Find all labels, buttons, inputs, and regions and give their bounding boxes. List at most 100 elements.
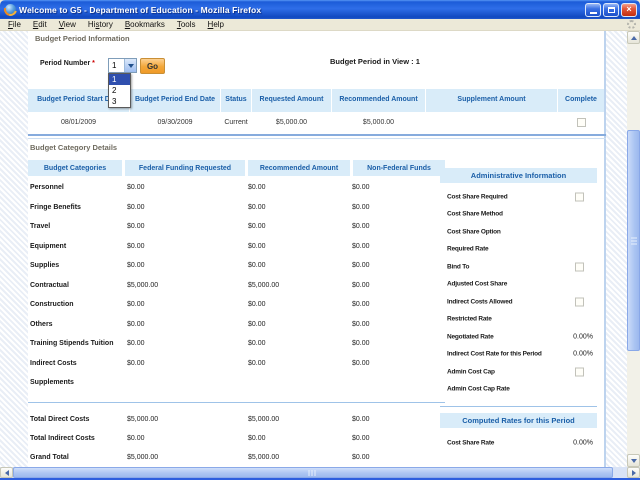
category-row-others: Others $0.00 $0.00 $0.00	[28, 315, 445, 335]
admin-row-cost-share-required: Cost Share Required	[440, 188, 597, 206]
admin-label: Cost Share Method	[447, 210, 503, 218]
admin-value: 0.00%	[573, 350, 593, 358]
period-number-label-text: Period Number	[40, 60, 91, 67]
admin-row-negotiated-rate: Negotiated Rate 0.00%	[440, 328, 597, 346]
restore-button[interactable]	[603, 2, 619, 17]
period-supplement-amount	[426, 112, 557, 132]
period-recommended-amount: $5,000.00	[362, 118, 395, 126]
non-federal-funds-value: $0.00	[352, 340, 370, 348]
period-table-header-row: Budget Period Start Date Budget Period En…	[28, 89, 606, 112]
window-bottom-border	[0, 478, 640, 480]
scroll-right-button[interactable]	[627, 467, 640, 478]
select-option-2[interactable]: 2	[112, 86, 117, 95]
period-column-header-requested-amount: Requested Amount	[252, 89, 331, 112]
arrow-up-icon	[630, 35, 637, 40]
arrow-down-icon	[630, 458, 637, 463]
category-label: Supplies	[30, 262, 60, 270]
category-label: Total Direct Costs	[30, 415, 90, 423]
recommended-amount-value: $0.00	[248, 184, 266, 192]
recommended-amount-value: $0.00	[248, 320, 266, 328]
menu-edit[interactable]: Edit	[32, 20, 47, 29]
category-row-indirect-costs: Indirect Costs $0.00 $0.00 $0.00	[28, 354, 445, 374]
select-option-1[interactable]: 1	[109, 74, 130, 85]
category-label: Supplements	[30, 379, 74, 387]
admin-cost-cap-checkbox[interactable]	[575, 367, 584, 377]
vertical-scrollbar-thumb[interactable]	[627, 130, 640, 351]
firefox-icon	[5, 4, 16, 15]
cost-share-required-checkbox[interactable]	[575, 192, 584, 202]
admin-row-bind-to: Bind To	[440, 258, 597, 276]
complete-checkbox[interactable]	[576, 117, 586, 127]
period-column-header-status: Status	[221, 89, 251, 112]
admin-panel-rows: Cost Share Required Cost Share Method Cost…	[440, 188, 597, 398]
menu-view[interactable]: View	[58, 20, 76, 29]
menu-bookmarks[interactable]: Bookmarks	[124, 20, 165, 29]
horizontal-scrollbar-thumb[interactable]	[13, 467, 613, 478]
menu-help[interactable]: Help	[207, 20, 225, 29]
federal-funding-value: $0.00	[127, 340, 145, 348]
federal-funding-value: $0.00	[127, 203, 145, 211]
computed-row-cost-share-rate: Cost Share Rate 0.00%	[440, 434, 597, 451]
chevron-down-icon	[127, 63, 134, 68]
admin-row-indirect-cost-rate-for-this-period: Indirect Cost Rate for this Period 0.00%	[440, 346, 597, 364]
minimize-button[interactable]	[585, 2, 601, 17]
recommended-amount-value: $0.00	[248, 340, 266, 348]
non-federal-funds-value: $0.00	[352, 203, 370, 211]
period-end-date: 09/30/2009	[157, 118, 193, 126]
recommended-amount-value: $0.00	[248, 223, 266, 231]
category-row-construction: Construction $0.00 $0.00 $0.00	[28, 295, 445, 315]
close-button[interactable]: ×	[621, 2, 637, 17]
admin-label: Indirect Cost Rate for this Period	[447, 350, 542, 358]
non-federal-funds-value: $0.00	[352, 262, 370, 270]
category-column-header-federal-funding-requested: Federal Funding Requested	[125, 160, 245, 176]
admin-label: Admin Cost Cap Rate	[447, 385, 510, 393]
scroll-left-button[interactable]	[0, 467, 13, 478]
period-number-select[interactable]: 1	[108, 58, 137, 73]
federal-funding-value: $5,000.00	[127, 415, 159, 423]
select-dropdown-button[interactable]	[124, 59, 136, 72]
period-column-header-budget-period-end-date: Budget Period End Date	[130, 89, 220, 112]
category-label: Others	[30, 320, 53, 328]
go-button[interactable]: Go	[140, 58, 165, 74]
admin-row-cost-share-option: Cost Share Option	[440, 223, 597, 241]
budget-period-table: Budget Period Start Date Budget Period En…	[28, 89, 606, 139]
indirect-costs-allowed-checkbox[interactable]	[575, 297, 584, 307]
admin-value: 0.00%	[573, 333, 593, 341]
non-federal-funds-value: $0.00	[352, 415, 370, 423]
menu-file[interactable]: File	[8, 20, 21, 29]
admin-panel-title: Administrative Information	[440, 168, 597, 183]
federal-funding-value: $0.00	[127, 320, 145, 328]
category-column-header-recommended-amount: Recommended Amount	[248, 160, 350, 176]
administrative-information-panel: Administrative Information Cost Share Re…	[440, 168, 597, 451]
arrow-left-icon	[4, 469, 9, 476]
period-column-header-complete: Complete	[558, 89, 604, 112]
recommended-amount-value: $0.00	[248, 242, 266, 250]
menu-history[interactable]: History	[87, 20, 113, 29]
non-federal-funds-value: $0.00	[352, 184, 370, 192]
period-requested-amount: $5,000.00	[275, 118, 308, 126]
category-label: Contractual	[30, 281, 69, 289]
select-option-3[interactable]: 3	[112, 97, 117, 106]
federal-funding-value: $0.00	[127, 242, 145, 250]
period-table-data-row: 08/01/2009 09/30/2009 Current $5,000.00 $5,0…	[28, 112, 606, 132]
non-federal-funds-value: $0.00	[352, 242, 370, 250]
menu-tools[interactable]: Tools	[176, 20, 196, 29]
scroll-down-button[interactable]	[627, 454, 640, 467]
horizontal-scrollbar[interactable]	[0, 467, 640, 478]
admin-label: Admin Cost Cap	[447, 368, 495, 376]
category-label: Fringe Benefits	[30, 203, 81, 211]
bind-to-checkbox[interactable]	[575, 262, 584, 272]
admin-label: Cost Share Required	[447, 193, 508, 201]
vertical-scrollbar[interactable]	[627, 31, 640, 467]
title-bar: Welcome to G5 - Department of Education …	[0, 0, 640, 19]
required-marker: *	[92, 60, 95, 67]
category-table-rows: Personnel $0.00 $0.00 $0.00 Fringe Benefits $…	[28, 178, 445, 393]
recommended-amount-value: $0.00	[248, 301, 266, 309]
page-viewport: Budget Period Information Period Number …	[0, 31, 640, 467]
federal-funding-value: $5,000.00	[127, 281, 159, 289]
computed-rates-rows: Cost Share Rate 0.00%	[440, 434, 597, 451]
scroll-up-button[interactable]	[627, 31, 640, 44]
federal-funding-value: $0.00	[127, 301, 145, 309]
category-totals-divider	[28, 401, 445, 403]
